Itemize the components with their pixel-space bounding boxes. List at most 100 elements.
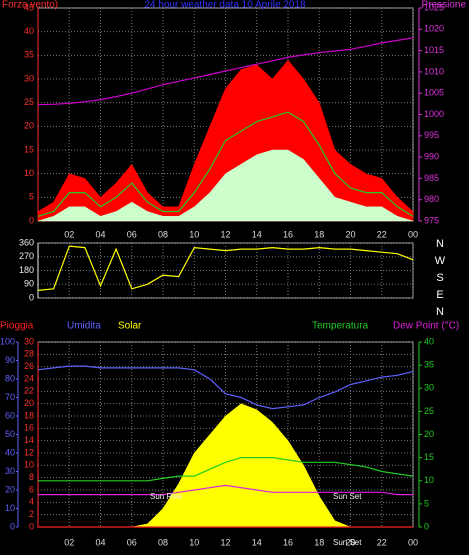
y-tick-label: 24 xyxy=(24,373,34,383)
legend-label: Dew Point (°C) xyxy=(393,321,459,332)
y-tick-label: 12 xyxy=(24,447,34,457)
x-tick-label: 20 xyxy=(345,537,355,547)
y-tick-label: 25 xyxy=(24,97,34,107)
x-tick-label: 00 xyxy=(408,229,418,239)
y2-tick-label: 20 xyxy=(424,429,434,439)
y2-tick-label: 1000 xyxy=(424,109,444,119)
y2-tick-label: 25 xyxy=(424,406,434,416)
y2-tick-label: 985 xyxy=(424,173,439,183)
y2-tick-label: 30 xyxy=(424,383,434,393)
series-line xyxy=(37,365,414,410)
y-tick-label: 20 xyxy=(24,398,34,408)
y-tick-label: 28 xyxy=(24,349,34,359)
x-tick-label: 16 xyxy=(283,229,293,239)
y3-tick-label: 0 xyxy=(10,521,15,531)
y2-tick-label: 1015 xyxy=(424,45,444,55)
y-tick-label: 20 xyxy=(24,121,34,131)
y2-tick-label: 990 xyxy=(424,151,439,161)
x-tick-label: 00 xyxy=(408,537,418,547)
direction-label: E xyxy=(436,289,443,301)
x-tick-label: 08 xyxy=(158,229,168,239)
y-tick-label: 26 xyxy=(24,361,34,371)
chart-title: 24 hour weather data 10 Aprile 2018 xyxy=(144,0,306,11)
y-tick-label: 18 xyxy=(24,410,34,420)
y2-tick-label: 15 xyxy=(424,452,434,462)
y-tick-label: 16 xyxy=(24,423,34,433)
x-tick-label: 02 xyxy=(64,229,74,239)
x-tick-label: 10 xyxy=(189,229,199,239)
y-tick-label: 0 xyxy=(29,215,34,225)
y2-tick-label: 10 xyxy=(424,475,434,485)
x-tick-label: 10 xyxy=(189,537,199,547)
y-tick-label: 8 xyxy=(29,472,34,482)
y-tick-label: 90 xyxy=(24,279,34,289)
x-tick-label: 18 xyxy=(314,229,324,239)
y-tick-label: 45 xyxy=(24,2,34,12)
legend-label: Pioggia xyxy=(0,321,34,332)
y-tick-label: 30 xyxy=(24,336,34,346)
y3-tick-label: 30 xyxy=(5,466,15,476)
y3-tick-label: 70 xyxy=(5,392,15,402)
x-tick-label: 04 xyxy=(95,229,105,239)
y2-tick-label: 1020 xyxy=(424,24,444,34)
y-tick-label: 5 xyxy=(29,192,34,202)
y-tick-label: 0 xyxy=(29,292,34,302)
series-line xyxy=(38,484,413,496)
x-tick-label: 18 xyxy=(314,537,324,547)
series-line xyxy=(37,245,414,291)
y2-tick-label: 1010 xyxy=(424,66,444,76)
annotation: Sun Set xyxy=(333,538,362,547)
series-line xyxy=(38,457,414,482)
x-tick-label: 16 xyxy=(283,537,293,547)
annotation: Sun Set xyxy=(333,492,362,501)
y-tick-label: 0 xyxy=(29,521,34,531)
y-tick-label: 360 xyxy=(19,237,34,247)
x-tick-label: 22 xyxy=(377,229,387,239)
y2-tick-label: 0 xyxy=(424,521,429,531)
direction-label: S xyxy=(436,272,443,284)
series-line xyxy=(37,111,414,217)
x-tick-label: 20 xyxy=(345,229,355,239)
y-tick-label: 4 xyxy=(29,497,34,507)
annotation: Sun Rise xyxy=(150,492,183,501)
y3-tick-label: 10 xyxy=(5,503,15,513)
y2-tick-label: 1005 xyxy=(424,88,444,98)
y-tick-label: 22 xyxy=(24,386,34,396)
y2-tick-label: 5 xyxy=(424,498,429,508)
y3-tick-label: 50 xyxy=(5,429,15,439)
legend-label: Solar xyxy=(118,321,142,332)
x-tick-label: 12 xyxy=(220,229,230,239)
y-tick-label: 35 xyxy=(24,50,34,60)
series-area xyxy=(37,149,414,222)
series-line xyxy=(37,37,414,106)
y2-tick-label: 1025 xyxy=(424,2,444,12)
y3-tick-label: 90 xyxy=(5,355,15,365)
legend-label: Umidita xyxy=(67,321,101,332)
y2-tick-label: 35 xyxy=(424,360,434,370)
y-tick-label: 2 xyxy=(29,509,34,519)
y3-tick-label: 40 xyxy=(5,447,15,457)
x-tick-label: 12 xyxy=(220,537,230,547)
x-tick-label: 02 xyxy=(64,537,74,547)
y2-tick-label: 40 xyxy=(424,336,434,346)
direction-label: W xyxy=(435,255,446,267)
y3-tick-label: 20 xyxy=(5,484,15,494)
x-tick-label: 22 xyxy=(377,537,387,547)
y2-tick-label: 980 xyxy=(424,194,439,204)
x-tick-label: 06 xyxy=(127,537,137,547)
x-tick-label: 06 xyxy=(127,229,137,239)
x-tick-label: 04 xyxy=(95,537,105,547)
y-tick-label: 14 xyxy=(24,435,34,445)
y2-tick-label: 975 xyxy=(424,215,439,225)
y3-tick-label: 60 xyxy=(5,410,15,420)
x-tick-label: 14 xyxy=(252,229,262,239)
y-tick-label: 180 xyxy=(19,265,34,275)
y-tick-label: 40 xyxy=(24,26,34,36)
direction-label: N xyxy=(436,238,444,250)
y-tick-label: 30 xyxy=(24,73,34,83)
y3-tick-label: 80 xyxy=(5,373,15,383)
x-tick-label: 14 xyxy=(252,537,262,547)
y-tick-label: 15 xyxy=(24,144,34,154)
